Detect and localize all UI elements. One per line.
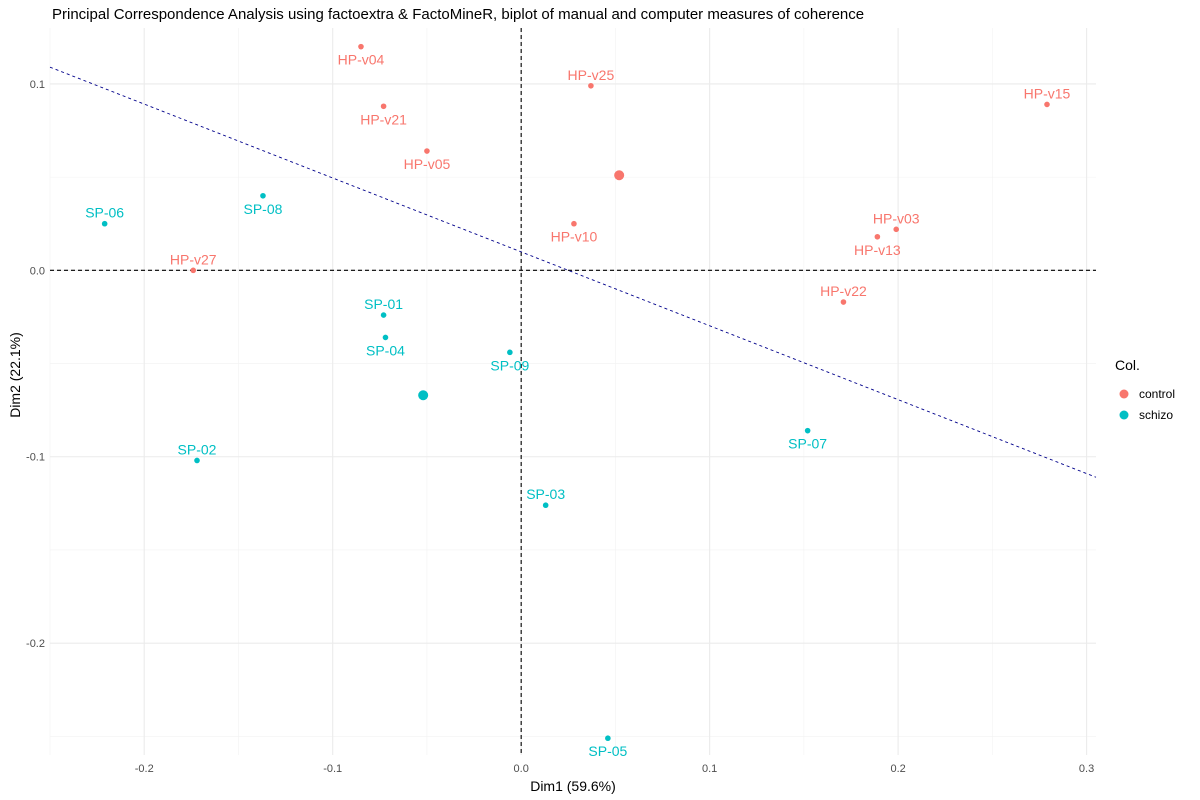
x-tick-label: -0.2: [135, 763, 154, 775]
point-sp-05: [605, 735, 611, 742]
centroid-control: [614, 170, 625, 181]
label-sp-09: SP-09: [490, 357, 529, 373]
legend-title: Col.: [1115, 357, 1140, 373]
x-tick-label: 0.1: [702, 763, 717, 775]
data-points: [101, 43, 1050, 742]
label-sp-04: SP-04: [366, 342, 405, 358]
legend-label-schizo: schizo: [1139, 407, 1174, 422]
legend-item-schizo: schizo: [1115, 404, 1175, 425]
label-hp-v04: HP-v04: [338, 52, 385, 68]
label-sp-07: SP-07: [788, 436, 827, 452]
y-axis-label: Dim2 (22.1%): [7, 332, 23, 418]
point-hp-v05: [424, 148, 430, 154]
x-tick-label: 0.3: [1079, 763, 1094, 775]
label-sp-02: SP-02: [178, 441, 217, 457]
y-tick-label: 0.0: [30, 265, 45, 277]
point-hp-v15: [1044, 101, 1050, 108]
point-sp-04: [382, 334, 389, 341]
y-tick-label: -0.1: [26, 452, 45, 464]
tick-labels: -0.2 -0.1 0.0 0.1 0.2 0.3 -0.2 -0.1 0.0 0.1: [26, 79, 1094, 775]
label-hp-v22: HP-v22: [820, 283, 867, 299]
label-hp-v10: HP-v10: [551, 229, 598, 245]
label-hp-v15: HP-v15: [1024, 85, 1071, 101]
legend-label-control: control: [1139, 386, 1176, 401]
point-hp-v13: [874, 233, 881, 240]
point-sp-02: [194, 457, 200, 464]
chart-title: Principal Correspondence Analysis using …: [52, 6, 865, 23]
point-sp-09: [507, 349, 513, 356]
point-hp-v22: [840, 299, 847, 305]
label-sp-08: SP-08: [244, 201, 283, 217]
label-sp-05: SP-05: [588, 743, 627, 759]
reference-lines: [49, 28, 1097, 755]
label-hp-v05: HP-v05: [404, 156, 451, 172]
label-hp-v27: HP-v27: [170, 251, 217, 267]
legend: Col. control schizo: [1115, 357, 1175, 425]
point-labels: HP-v04 HP-v25 HP-v15 HP-v21 HP-v05 HP-v10 HP-v…: [85, 52, 1070, 760]
legend-key-schizo-icon: [1115, 406, 1133, 424]
point-hp-v03: [893, 226, 900, 233]
x-axis-label: Dim1 (59.6%): [530, 778, 616, 794]
regression-line: [49, 66, 1097, 478]
point-sp-08: [260, 192, 266, 199]
point-hp-v04: [358, 43, 364, 50]
legend-item-control: control: [1115, 383, 1175, 404]
x-tick-label: 0.0: [514, 763, 529, 775]
point-hp-v10: [571, 220, 577, 227]
point-hp-v25: [588, 82, 594, 89]
x-tick-label: 0.2: [890, 763, 905, 775]
point-sp-01: [380, 312, 387, 318]
legend-key-control-icon: [1115, 385, 1133, 403]
label-hp-v13: HP-v13: [854, 242, 901, 258]
point-hp-v27: [190, 267, 197, 274]
x-tick-label: -0.1: [323, 763, 342, 775]
point-sp-07: [804, 427, 811, 434]
point-sp-06: [101, 220, 108, 227]
centroid-schizo: [418, 390, 429, 401]
label-hp-v03: HP-v03: [873, 210, 920, 226]
y-tick-label: -0.2: [26, 638, 45, 650]
y-tick-label: 0.1: [30, 79, 45, 91]
label-hp-v21: HP-v21: [360, 111, 407, 127]
label-sp-03: SP-03: [526, 486, 565, 502]
label-hp-v25: HP-v25: [568, 67, 615, 83]
label-sp-06: SP-06: [85, 205, 124, 221]
point-hp-v21: [380, 103, 387, 110]
point-sp-03: [542, 502, 549, 509]
grid-lines: [49, 28, 1096, 755]
label-sp-01: SP-01: [364, 296, 403, 312]
